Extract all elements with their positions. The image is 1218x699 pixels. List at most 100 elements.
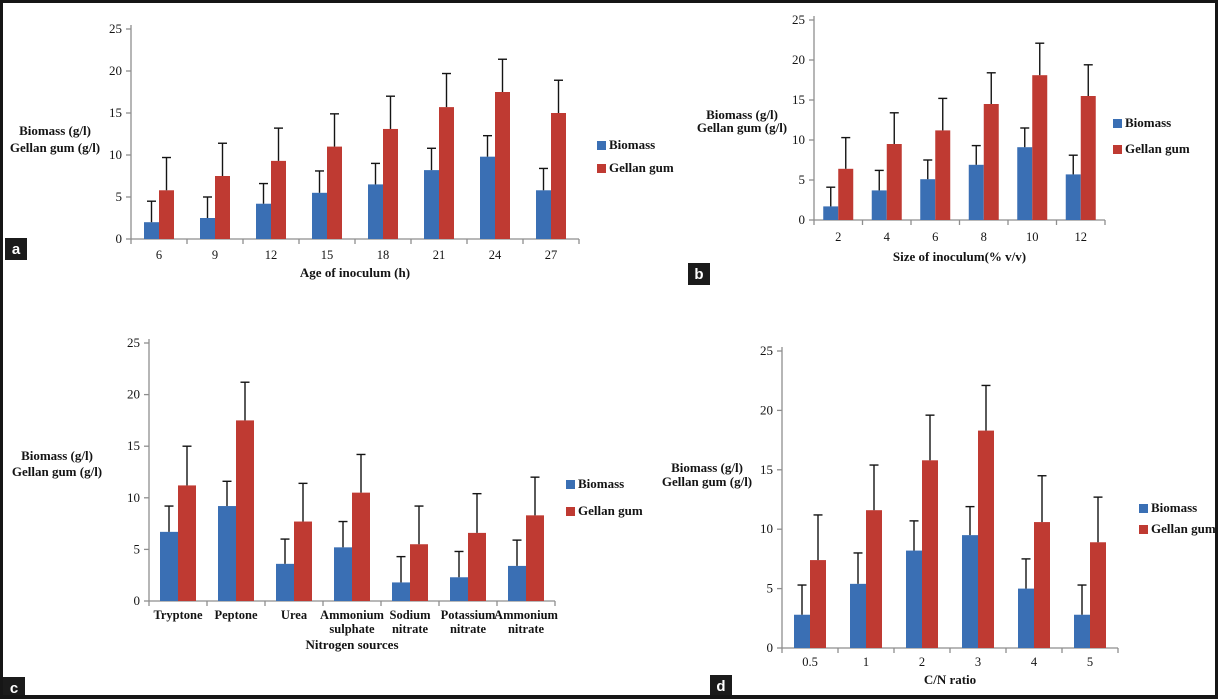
bar-gellan-gum bbox=[383, 128, 398, 239]
legend-label-gellan-gum: Gellan gum bbox=[1125, 141, 1190, 156]
y-tick-label: 5 bbox=[767, 581, 774, 596]
x-category-label: 10 bbox=[1026, 230, 1039, 244]
y-axis-title: Gellan gum (g/l) bbox=[662, 474, 752, 489]
x-axis-title: Age of inoculum (h) bbox=[300, 265, 410, 280]
bar-gellan-gum bbox=[495, 92, 510, 239]
y-tick-label: 5 bbox=[116, 189, 123, 204]
x-category-label: 4 bbox=[1031, 655, 1038, 669]
legend-swatch-biomass bbox=[597, 141, 606, 150]
bar-gellan-gum bbox=[352, 492, 370, 601]
bar-gellan-gum bbox=[271, 160, 286, 239]
legend-label-biomass: Biomass bbox=[1125, 115, 1171, 130]
figure-bottom-border bbox=[0, 695, 1218, 699]
y-axis-title: Gellan gum (g/l) bbox=[12, 464, 102, 479]
x-category-label: 3 bbox=[975, 655, 981, 669]
x-category-label: 27 bbox=[545, 248, 558, 262]
legend-swatch-gellan-gum bbox=[1113, 145, 1122, 154]
bar-gellan-gum bbox=[1080, 96, 1096, 220]
y-tick-label: 10 bbox=[127, 490, 140, 505]
y-tick-label: 20 bbox=[127, 387, 140, 402]
x-category-label: Ammonium bbox=[320, 608, 384, 622]
chart-panel-b: 0 5 10 15 20 25 2 4 6 8 10 12 Size of inoculum(% v/v… bbox=[697, 12, 1190, 264]
legend-label-gellan-gum: Gellan gum bbox=[1151, 521, 1216, 536]
bar-gellan-gum bbox=[551, 113, 566, 239]
x-category-label: 8 bbox=[981, 230, 987, 244]
bar-biomass bbox=[424, 170, 439, 239]
x-axis-title: Size of inoculum(% v/v) bbox=[893, 249, 1026, 264]
legend-label-biomass: Biomass bbox=[609, 137, 655, 152]
y-tick-label: 15 bbox=[760, 462, 773, 477]
y-tick-label: 25 bbox=[760, 343, 773, 358]
y-axis-title: Biomass (g/l) bbox=[706, 107, 778, 122]
bar-biomass bbox=[392, 582, 410, 601]
y-tick-label: 20 bbox=[792, 52, 805, 67]
bar-biomass bbox=[962, 535, 978, 648]
bar-biomass bbox=[276, 563, 294, 601]
y-tick-label: 15 bbox=[127, 438, 140, 453]
bar-biomass bbox=[871, 190, 887, 220]
bar-gellan-gum bbox=[1032, 75, 1048, 220]
bar-biomass bbox=[1065, 174, 1081, 220]
panel-label-d: d bbox=[710, 675, 732, 697]
bar-gellan-gum bbox=[468, 532, 486, 601]
legend-label-biomass: Biomass bbox=[578, 476, 624, 491]
y-tick-label: 10 bbox=[109, 147, 122, 162]
bar-gellan-gum bbox=[159, 190, 174, 239]
bar-biomass bbox=[218, 506, 236, 601]
bar-gellan-gum bbox=[838, 168, 854, 220]
y-axis-title: Gellan gum (g/l) bbox=[10, 140, 100, 155]
x-category-label: 6 bbox=[932, 230, 938, 244]
y-tick-label: 10 bbox=[792, 132, 805, 147]
bar-biomass bbox=[1017, 147, 1033, 220]
x-category-label: 5 bbox=[1087, 655, 1093, 669]
bar-biomass bbox=[368, 184, 383, 239]
bar-gellan-gum bbox=[236, 420, 254, 601]
bar-gellan-gum bbox=[410, 544, 428, 601]
x-category-label: Ammonium bbox=[494, 608, 558, 622]
legend-swatch-gellan-gum bbox=[1139, 525, 1148, 534]
x-category-label: 18 bbox=[377, 248, 390, 262]
x-category-label: 6 bbox=[156, 248, 162, 262]
bar-biomass bbox=[256, 203, 271, 239]
bar-gellan-gum bbox=[439, 107, 454, 240]
y-tick-label: 25 bbox=[109, 21, 122, 36]
bar-gellan-gum bbox=[922, 460, 938, 648]
bar-biomass bbox=[144, 222, 159, 239]
x-category-label: nitrate bbox=[508, 622, 545, 636]
chart-panel-d: 0 5 10 15 20 25 0.5 1 2 3 4 5 C/N ratio Biomass (g/l)… bbox=[662, 343, 1216, 687]
legend-swatch-biomass bbox=[1139, 504, 1148, 513]
bar-gellan-gum bbox=[983, 104, 999, 220]
x-category-label: 2 bbox=[919, 655, 925, 669]
bar-gellan-gum bbox=[866, 510, 882, 648]
x-category-label: 12 bbox=[1075, 230, 1088, 244]
y-axis-title: Biomass (g/l) bbox=[21, 448, 93, 463]
bar-gellan-gum bbox=[810, 560, 826, 648]
bar-biomass bbox=[160, 531, 178, 601]
legend-swatch-gellan-gum bbox=[597, 164, 606, 173]
bar-gellan-gum bbox=[886, 144, 902, 220]
y-axis-title: Gellan gum (g/l) bbox=[697, 120, 787, 135]
bar-gellan-gum bbox=[526, 515, 544, 601]
bar-biomass bbox=[1018, 588, 1034, 648]
x-axis-title: Nitrogen sources bbox=[305, 637, 398, 652]
x-category-label: sulphate bbox=[329, 622, 375, 636]
x-category-label: 4 bbox=[884, 230, 891, 244]
bar-biomass bbox=[906, 550, 922, 648]
bar-gellan-gum bbox=[978, 430, 994, 648]
legend-label-biomass: Biomass bbox=[1151, 500, 1197, 515]
y-axis-title: Biomass (g/l) bbox=[671, 460, 743, 475]
bar-biomass bbox=[334, 547, 352, 601]
y-tick-label: 0 bbox=[134, 593, 141, 608]
bar-biomass bbox=[968, 164, 984, 220]
legend-label-gellan-gum: Gellan gum bbox=[578, 503, 643, 518]
y-tick-label: 5 bbox=[134, 541, 141, 556]
bar-biomass bbox=[920, 179, 936, 220]
bar-biomass bbox=[480, 156, 495, 239]
chart-panel-a: 0 5 10 15 20 25 6 9 12 15 18 21 24 27 Age of inoculum … bbox=[10, 21, 674, 280]
panel-label-c: c bbox=[3, 677, 25, 699]
panel-label-a: a bbox=[5, 238, 27, 260]
x-category-label: 0.5 bbox=[802, 655, 818, 669]
